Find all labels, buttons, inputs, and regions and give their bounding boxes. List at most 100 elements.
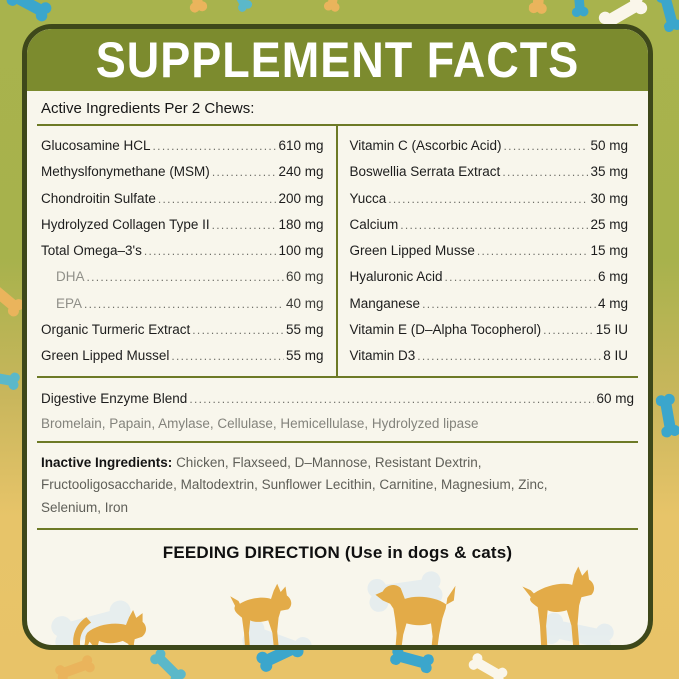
- ingredient-row: Calcium 25 mg: [350, 212, 629, 238]
- medium-dog-icon: [375, 585, 456, 645]
- ingredient-row: Digestive Enzyme Blend 60 mg: [41, 386, 634, 412]
- feeding-column-medium-dog: 26–75 lbs 2 Chews: [338, 575, 488, 645]
- ingredient-row: Methyslfonymethane (MSM) 240 mg: [41, 159, 324, 185]
- small-dog-icon: [230, 584, 292, 645]
- ingredient-name: Green Lipped Musse: [349, 243, 475, 259]
- active-ingredients-left-column: Glucosamine HCL 610 mg Methyslfonymethane…: [37, 126, 338, 376]
- feeding-direction-title: FEEDING DIRECTION (Use in dogs & cats): [162, 543, 513, 563]
- ingredient-name: Organic Turmeric Extract: [41, 322, 191, 338]
- ingredient-subrow: EPA 40 mg: [41, 291, 324, 317]
- dot-leader: [158, 187, 277, 212]
- ingredient-value: 4 mg: [597, 295, 628, 311]
- ingredient-row: Vitamin E (D–Alpha Tocopherol) 15 IU: [350, 317, 629, 343]
- ingredient-row: Green Lipped Mussel 55 mg: [41, 343, 324, 369]
- dot-leader: [212, 213, 277, 238]
- ingredient-name: Yucca: [349, 190, 387, 206]
- bone-icon: [6, 0, 52, 22]
- bone-icon: [656, 0, 679, 33]
- ingredient-value: 50 mg: [590, 138, 628, 153]
- ingredient-row: Vitamin D3 8 IU: [350, 343, 629, 369]
- active-ingredients-right-column: Vitamin C (Ascorbic Acid) 50 mg Boswellia…: [338, 126, 639, 376]
- ingredient-name: Hydrolyzed Collagen Type II: [41, 216, 210, 232]
- dot-leader: [171, 344, 284, 369]
- dot-leader: [87, 265, 284, 290]
- dot-leader: [477, 239, 589, 264]
- bone-icon: [189, 0, 208, 13]
- dot-leader: [400, 213, 588, 238]
- ingredient-value: 8 IU: [603, 348, 628, 364]
- ingredient-name: Methyslfonymethane (MSM): [41, 164, 210, 180]
- ingredient-name: Manganese: [349, 295, 421, 311]
- dot-leader: [445, 265, 596, 290]
- ingredient-value: 240 mg: [278, 164, 324, 180]
- dot-leader: [212, 160, 277, 185]
- bone-icon: [468, 653, 508, 679]
- bone-icon: [598, 0, 648, 33]
- inactive-ingredients-list: Chicken, Flaxseed, D–Mannose, Resistant …: [41, 454, 548, 515]
- dot-leader: [192, 318, 284, 343]
- ingredient-name: Total Omega–3's: [41, 243, 142, 259]
- ingredient-value: 15 IU: [595, 322, 628, 338]
- panel-header: SUPPLEMENT FACTS: [27, 29, 648, 91]
- ingredient-name: Vitamin C (Ascorbic Acid): [349, 138, 502, 153]
- ingredient-name: Hyaluronic Acid: [349, 269, 443, 285]
- ingredient-name: Chondroitin Sulfate: [41, 190, 156, 206]
- ingredient-name: DHA: [56, 269, 85, 285]
- bone-icon: [230, 0, 253, 12]
- ingredient-name: Boswellia Serrata Extract: [349, 164, 501, 180]
- bone-icon: [655, 393, 679, 438]
- dot-leader: [84, 292, 284, 317]
- bone-icon: [150, 648, 186, 679]
- page-title: SUPPLEMENT FACTS: [95, 30, 580, 89]
- ingredient-value: 35 mg: [590, 164, 628, 180]
- large-dog-icon: [522, 567, 594, 645]
- ingredient-value: 100 mg: [278, 243, 324, 259]
- ingredient-name: Digestive Enzyme Blend: [41, 390, 188, 406]
- ingredient-value: 180 mg: [278, 216, 324, 232]
- ingredient-row: Yucca 30 mg: [350, 186, 629, 212]
- bone-icon: [528, 0, 547, 14]
- active-ingredients-table: Glucosamine HCL 610 mg Methyslfonymethane…: [37, 126, 638, 378]
- bone-icon: [571, 0, 589, 17]
- bone-icon: [390, 646, 434, 674]
- ingredient-value: 60 mg: [285, 269, 324, 285]
- ingredient-row: Green Lipped Musse 15 mg: [350, 238, 629, 264]
- dot-leader: [502, 160, 588, 185]
- ingredient-row: Boswellia Serrata Extract 35 mg: [350, 159, 629, 185]
- feeding-columns: All sizes cats 1 Chew Up to 25 lbs 1 Che…: [37, 565, 638, 645]
- panel-content: Active Ingredients Per 2 Chews: Glucosam…: [27, 91, 648, 645]
- ingredient-row: Vitamin C (Ascorbic Acid) 50 mg: [350, 133, 629, 159]
- ingredient-row: Total Omega–3's 100 mg: [41, 238, 324, 264]
- ingredient-value: 200 mg: [278, 190, 324, 206]
- feeding-column-small-dog: Up to 25 lbs 1 Chew: [187, 581, 337, 645]
- ingredient-value: 25 mg: [590, 216, 628, 232]
- bone-icon: [323, 0, 341, 12]
- dot-leader: [504, 134, 589, 159]
- ingredient-row: Organic Turmeric Extract 55 mg: [41, 317, 324, 343]
- ingredient-value: 55 mg: [285, 348, 324, 364]
- feeding-direction-section: FEEDING DIRECTION (Use in dogs & cats) A…: [37, 530, 638, 645]
- supplement-facts-panel: SUPPLEMENT FACTS Active Ingredients Per …: [22, 24, 653, 650]
- bone-icon: [0, 371, 20, 390]
- ingredient-name: EPA: [56, 295, 83, 311]
- ingredient-value: 30 mg: [590, 190, 628, 206]
- dot-leader: [417, 344, 601, 369]
- enzyme-components: Bromelain, Papain, Amylase, Cellulase, H…: [41, 415, 479, 431]
- ingredient-row: Manganese 4 mg: [350, 291, 629, 317]
- dot-leader: [543, 318, 594, 343]
- ingredient-name: Green Lipped Mussel: [41, 348, 170, 364]
- ingredient-name: Vitamin D3: [349, 348, 416, 364]
- bone-icon: [0, 278, 25, 317]
- ingredient-row: Hydrolyzed Collagen Type II 180 mg: [41, 212, 324, 238]
- feeding-column-cat: All sizes cats 1 Chew: [37, 593, 187, 645]
- bone-icon: [55, 655, 95, 679]
- feeding-column-large-dog: Over 75 lbs 3 Chews: [488, 565, 638, 645]
- dot-leader: [388, 187, 588, 212]
- ingredient-row: Glucosamine HCL 610 mg: [41, 133, 324, 159]
- digestive-enzyme-section: Digestive Enzyme Blend 60 mg Bromelain, P…: [37, 378, 638, 443]
- inactive-ingredients-text: Inactive Ingredients: Chicken, Flaxseed,…: [41, 452, 601, 520]
- dot-leader: [422, 292, 596, 317]
- ingredient-row: Hyaluronic Acid 6 mg: [350, 264, 629, 290]
- ingredient-value: 60 mg: [596, 390, 634, 406]
